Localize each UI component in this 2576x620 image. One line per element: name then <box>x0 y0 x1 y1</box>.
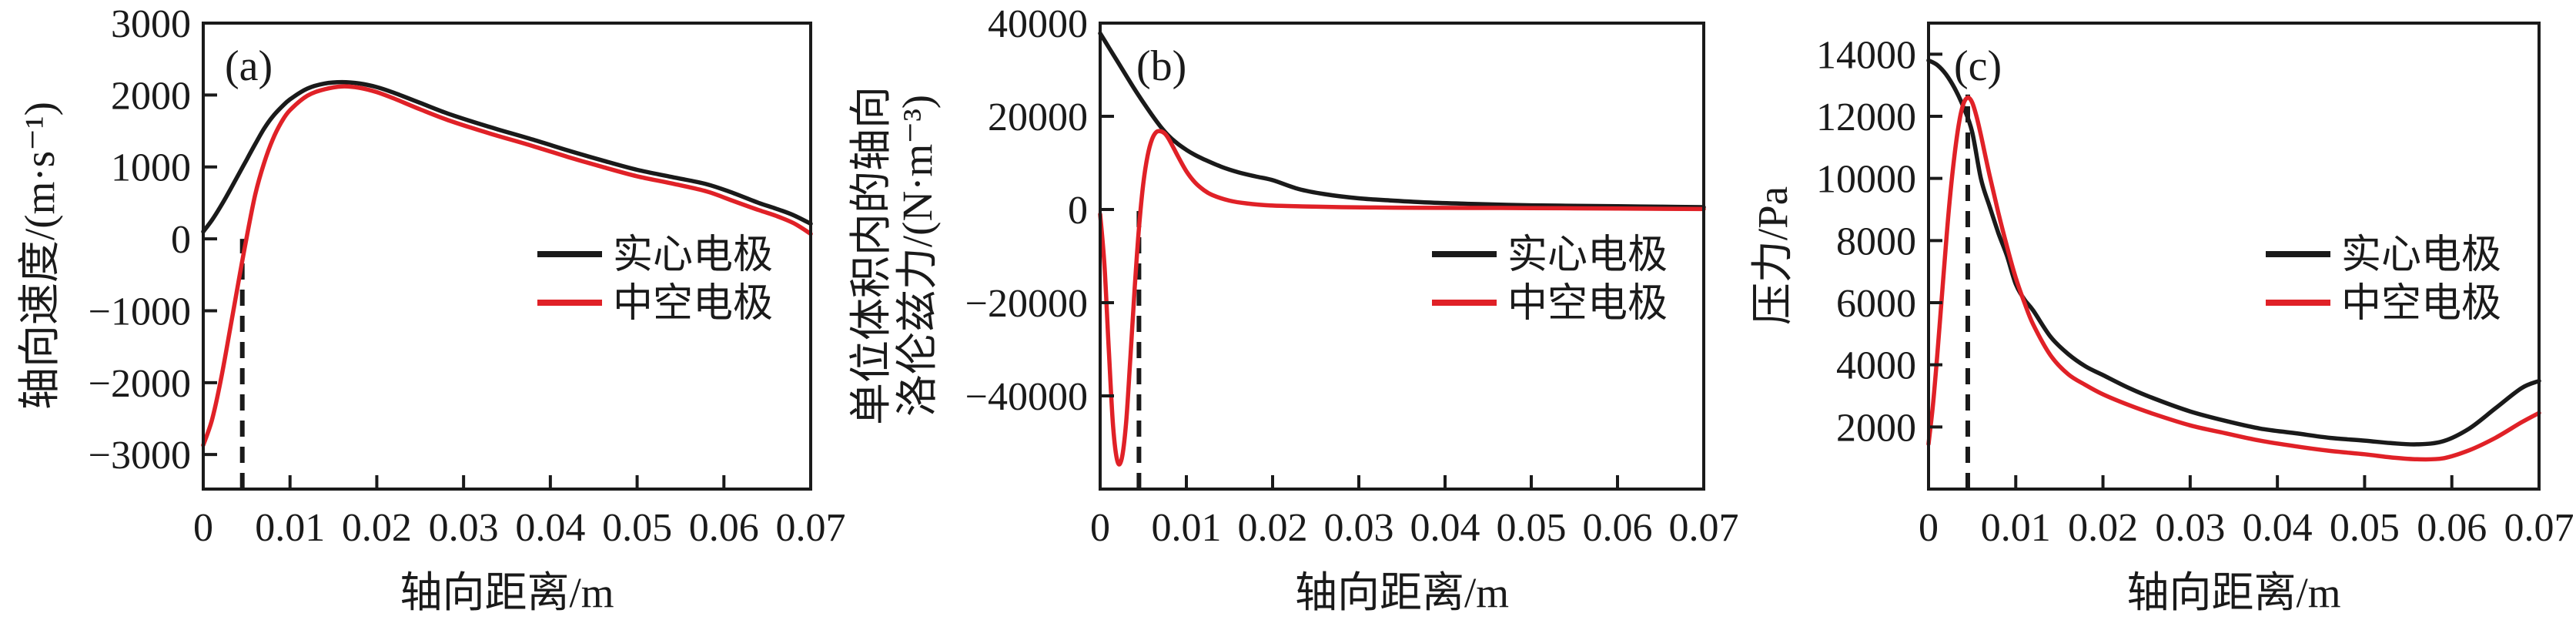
y-tick-label: −1000 <box>89 290 191 333</box>
x-tick-label: 0.02 <box>1238 506 1308 550</box>
y-tick-label: 2000 <box>1836 406 1916 450</box>
plot-frame <box>202 22 812 491</box>
legend-label: 中空电极 <box>613 282 773 326</box>
x-axis-title: 轴向距离/m <box>400 569 614 616</box>
plot-frame <box>1099 22 1705 491</box>
legend-item-solid-electrode: 实心电极 <box>1432 233 1668 277</box>
y-tick-label: 3000 <box>111 2 191 46</box>
series-line-hollow-electrode <box>1098 129 1706 467</box>
legend-label: 中空电极 <box>1507 282 1668 326</box>
legend-label: 实心电极 <box>2341 233 2501 277</box>
x-tick-label: 0.04 <box>2243 506 2313 550</box>
x-tick-label: 0.07 <box>1669 506 1739 550</box>
series-line-solid-electrode <box>1098 31 1706 209</box>
x-tick-label: 0.05 <box>1497 506 1567 550</box>
x-tick-label: 0.01 <box>1152 506 1222 550</box>
x-tick-label: 0.06 <box>1583 506 1653 550</box>
x-tick-label: 0.04 <box>1410 506 1480 550</box>
y-axis-title: 压力/Pa <box>1749 186 1796 325</box>
plot-frame <box>1927 22 2541 491</box>
series-line-hollow-electrode <box>1926 96 2541 462</box>
x-tick-label: 0 <box>1090 506 1110 550</box>
y-tick-label: −40000 <box>965 375 1088 419</box>
y-tick-label: 4000 <box>1836 344 1916 388</box>
y-tick-label: 2000 <box>111 74 191 118</box>
panel-c: 14000 12000 10000 8000 6000 4000 2000 0 0.01 0.02… <box>1749 22 2574 616</box>
x-tick-label: 0 <box>1919 506 1939 550</box>
x-tick-label: 0.02 <box>2068 506 2138 550</box>
x-tick-label: 0.07 <box>2504 506 2574 550</box>
y-tick-label: −20000 <box>965 282 1088 326</box>
panel-label: (a) <box>225 42 273 90</box>
x-tick-label: 0 <box>193 506 213 550</box>
legend-label: 实心电极 <box>613 233 773 277</box>
y-tick-label: 8000 <box>1836 220 1916 263</box>
series-line-hollow-electrode <box>201 84 813 447</box>
y-axis-title: 轴向速度/(m·s⁻¹) <box>16 102 63 410</box>
y-axis-title: 单位体积内的轴向 <box>848 86 895 425</box>
legend-item-hollow-electrode: 中空电极 <box>2266 282 2501 326</box>
x-tick-label: 0.03 <box>2155 506 2225 550</box>
x-tick-label: 0.07 <box>776 506 846 550</box>
y-tick-label: 0 <box>171 218 191 262</box>
y-axis-title: 洛伦兹力/(N·m⁻³) <box>894 95 941 417</box>
panel-label: (c) <box>1954 42 2002 90</box>
y-tick-label: 6000 <box>1836 282 1916 326</box>
legend-item-hollow-electrode: 中空电极 <box>1432 282 1668 326</box>
y-tick-label: 0 <box>1068 189 1088 233</box>
legend-item-solid-electrode: 实心电极 <box>2266 233 2501 277</box>
x-tick-label: 0.06 <box>2417 506 2487 550</box>
x-axis-title: 轴向距离/m <box>2126 569 2340 616</box>
x-tick-label: 0.04 <box>515 506 585 550</box>
y-tick-label: 40000 <box>988 2 1088 46</box>
x-axis-title: 轴向距离/m <box>1295 569 1509 616</box>
y-tick-label: −3000 <box>89 434 191 478</box>
legend-label: 中空电极 <box>2341 282 2501 326</box>
legend-label: 实心电极 <box>1507 233 1668 277</box>
series-line-solid-electrode <box>201 79 813 234</box>
x-tick-label: 0.05 <box>2330 506 2400 550</box>
y-tick-label: 14000 <box>1816 33 1916 77</box>
x-tick-label: 0.01 <box>1981 506 2051 550</box>
panel-label: (b) <box>1136 42 1186 90</box>
y-tick-label: 20000 <box>988 96 1088 139</box>
y-tick-label: −2000 <box>89 362 191 406</box>
y-tick-label: 12000 <box>1816 96 1916 139</box>
series-line-solid-electrode <box>1926 58 2541 447</box>
y-tick-label: 1000 <box>111 146 191 190</box>
x-tick-label: 0.05 <box>602 506 672 550</box>
x-tick-label: 0.03 <box>1324 506 1394 550</box>
x-tick-label: 0.02 <box>342 506 412 550</box>
y-tick-label: 10000 <box>1816 158 1916 202</box>
legend-item-hollow-electrode: 中空电极 <box>537 282 773 326</box>
x-tick-label: 0.03 <box>429 506 499 550</box>
legend-item-solid-electrode: 实心电极 <box>537 233 773 277</box>
panel-b: 40000 20000 0 −20000 −40000 0 0.01 0.02 0.03 0.04… <box>848 2 1739 616</box>
x-tick-label: 0.01 <box>255 506 325 550</box>
x-tick-label: 0.06 <box>689 506 759 550</box>
